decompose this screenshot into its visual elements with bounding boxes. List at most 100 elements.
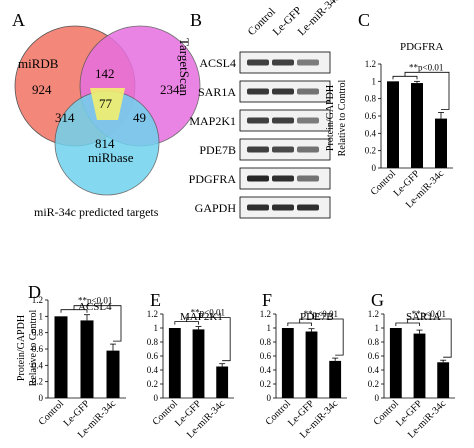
y-tick-label: 0.4 <box>147 365 159 375</box>
blot-band <box>247 59 269 66</box>
blot-band <box>272 146 294 153</box>
significance-label: **p<0.01 <box>409 62 443 72</box>
blot-row-label: ACSL4 <box>199 56 236 70</box>
venn-count-all: 77 <box>99 96 113 111</box>
blot-band <box>247 88 269 95</box>
significance-bracket <box>287 322 312 326</box>
y-tick-label: 1.2 <box>147 309 158 319</box>
y-axis-label: Protein/GAPDH <box>325 85 336 151</box>
bar-G-1 <box>413 333 426 398</box>
chart-E: MAP2K100.20.40.60.811.2ControlLe-GFPLe-m… <box>147 308 234 441</box>
chart-C: PDGFRA 0 0.2 0.4 0.6 0.8 1 1.2 Protein/GAPDH Rela… <box>325 41 453 211</box>
bar-F-0 <box>281 328 294 398</box>
bar-D-0 <box>54 316 68 398</box>
y-tick-label: 0.2 <box>260 379 271 389</box>
bar-G-0 <box>389 328 402 398</box>
y-tick-label: 0.4 <box>365 128 377 138</box>
blot-band <box>297 59 319 66</box>
bar-F-2 <box>329 360 342 398</box>
panel-label-d: D <box>28 282 41 302</box>
y-tick-label: 1.2 <box>32 295 43 305</box>
y-tick-label: 0.4 <box>32 360 44 370</box>
panel-label-f: F <box>262 290 272 310</box>
blot-band <box>297 204 319 211</box>
venn-count-targetscan-mirbase: 49 <box>133 110 146 125</box>
y-axis-label: Relative to Control <box>28 309 39 386</box>
significance-bracket <box>395 322 420 326</box>
y-tick-label: 1.2 <box>260 309 271 319</box>
bar-E-2 <box>216 366 229 398</box>
blot-band <box>247 204 269 211</box>
venn-label-mirdb: miRDB <box>18 56 59 71</box>
venn-count-mirbase: 814 <box>95 136 115 151</box>
venn-count-mirdb-mirbase: 314 <box>55 110 75 125</box>
y-tick-label: 0.2 <box>365 146 376 156</box>
panel-label-c: C <box>358 10 370 30</box>
bar-E-1 <box>192 329 205 398</box>
blot-band <box>272 204 294 211</box>
y-tick-label: 1 <box>372 76 377 86</box>
blot-row-label: PDGFRA <box>189 172 237 186</box>
y-tick-label: 0 <box>372 163 377 173</box>
y-axis-label: Protein/GAPDH <box>16 315 27 381</box>
y-tick-label: 0.6 <box>368 351 380 361</box>
venn-center-region <box>90 88 125 120</box>
chart-title-F: PDE7B <box>300 311 334 323</box>
y-tick-label: 0.6 <box>260 351 272 361</box>
bar-C-2 <box>435 118 447 168</box>
blot-band <box>297 88 319 95</box>
blot-band <box>247 175 269 182</box>
blot-row-label: SAR1A <box>198 85 236 99</box>
bar-D-1 <box>80 320 94 398</box>
y-tick-label: 0 <box>375 393 380 403</box>
blot-row-label: PDE7B <box>199 143 236 157</box>
chart-title-C: PDGFRA <box>400 41 443 53</box>
y-axis-label: Relative to Control <box>337 79 348 156</box>
significance-line <box>407 318 452 358</box>
y-tick-label: 0.8 <box>368 337 380 347</box>
chart-G: SAR1A00.20.40.60.811.2ControlLe-GFPLe-mi… <box>368 309 455 441</box>
significance-label: **p<0.01 <box>78 296 112 306</box>
bar-F-1 <box>305 331 318 398</box>
panel-label-g: G <box>371 290 384 310</box>
y-tick-label: 1 <box>154 323 159 333</box>
y-tick-label: 0 <box>154 393 159 403</box>
blot-band <box>272 88 294 95</box>
y-tick-label: 0 <box>39 393 44 403</box>
significance-line <box>299 318 344 356</box>
chart-F: PDE7B00.20.40.60.811.2ControlLe-GFPLe-mi… <box>260 309 347 441</box>
venn-caption: miR-34c predicted targets <box>34 205 159 219</box>
y-tick-label: 0.4 <box>368 365 380 375</box>
y-tick-label: 0 <box>267 393 272 403</box>
bar-G-2 <box>437 362 450 398</box>
y-tick-label: 0.8 <box>32 328 44 338</box>
y-tick-label: 0.8 <box>365 94 377 104</box>
bar-D-2 <box>106 350 120 398</box>
significance-line <box>186 317 231 362</box>
y-tick-label: 0.6 <box>32 344 44 354</box>
blot-row-label: GAPDH <box>195 201 237 215</box>
y-tick-label: 0.8 <box>260 337 272 347</box>
venn-count-mirdb: 924 <box>32 82 52 97</box>
blot-band <box>272 175 294 182</box>
blot-lane-label-2: Le-miR-34c <box>296 0 343 38</box>
y-tick-label: 0.6 <box>365 111 377 121</box>
bar-E-0 <box>168 328 181 398</box>
bar-C-0 <box>387 81 399 168</box>
significance-line <box>73 305 122 342</box>
y-tick-label: 0.6 <box>147 351 159 361</box>
blot-band <box>297 146 319 153</box>
y-tick-label: 0.2 <box>147 379 158 389</box>
blot-band <box>247 146 269 153</box>
significance-label: **p<0.01 <box>191 308 225 318</box>
blot-band <box>272 117 294 124</box>
venn-count-targetscan: 234 <box>160 82 180 97</box>
bar-C-1 <box>411 83 423 168</box>
venn-label-targetscan: TargetScan <box>177 38 192 97</box>
significance-line <box>404 71 450 110</box>
significance-bracket <box>392 75 418 80</box>
y-tick-label: 0.2 <box>368 379 379 389</box>
y-tick-label: 0.8 <box>147 337 159 347</box>
